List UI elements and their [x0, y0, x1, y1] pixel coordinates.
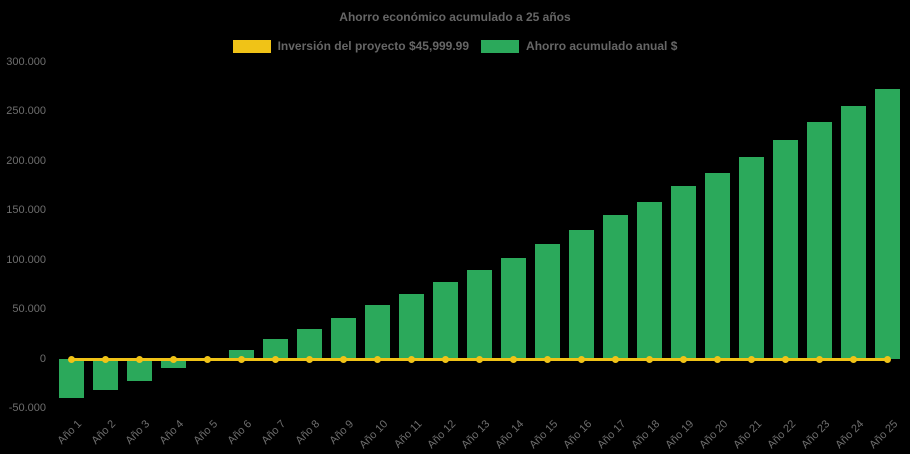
y-axis-tick-label: 250.000 [6, 105, 46, 118]
bar-año-24 [841, 105, 867, 359]
investment-point-marker [646, 356, 654, 364]
x-axis-tick-label: Año 4 [157, 418, 187, 447]
investment-point-marker [612, 356, 620, 364]
investment-point-marker [136, 356, 144, 364]
investment-point-marker [510, 356, 518, 364]
investment-point-marker [578, 356, 586, 364]
investment-point-marker [408, 356, 416, 364]
y-axis-tick-label: 100.000 [6, 253, 46, 266]
investment-point-marker [306, 356, 314, 364]
bar-año-15 [535, 244, 561, 359]
investment-point-marker [340, 356, 348, 364]
x-axis-tick-label: Año 11 [391, 418, 425, 451]
y-axis-tick-label: 150.000 [6, 204, 46, 217]
bar-año-10 [365, 305, 391, 359]
legend-swatch-savings-icon [481, 39, 520, 53]
bar-año-20 [705, 172, 731, 359]
x-axis-tick-label: Año 15 [527, 418, 561, 452]
investment-point-marker [102, 356, 110, 364]
x-axis-tick-label: Año 21 [731, 418, 765, 452]
bar-año-12 [433, 282, 459, 359]
legend-label-investment: Inversión del proyecto $45,999.99 [277, 39, 470, 53]
investment-point-marker [272, 356, 280, 364]
bar-año-14 [501, 258, 527, 359]
x-axis-tick-label: Año 10 [357, 418, 391, 452]
x-axis-tick-label: Año 20 [697, 418, 731, 452]
x-axis-tick-label: Año 14 [493, 418, 527, 452]
investment-point-marker [374, 356, 382, 364]
bar-año-4 [161, 358, 187, 368]
x-axis-tick-label: Año 19 [663, 418, 697, 452]
investment-point-marker [816, 356, 824, 364]
x-axis-tick-label: Año 22 [765, 418, 799, 452]
bar-año-23 [807, 121, 833, 359]
x-axis-tick-label: Año 25 [867, 418, 901, 452]
investment-point-marker [544, 356, 552, 364]
bar-año-21 [739, 157, 765, 359]
x-axis-tick-label: Año 3 [123, 418, 153, 447]
x-axis-tick-label: Año 2 [89, 418, 119, 447]
y-axis-tick-label: 0 [39, 352, 46, 365]
x-axis-tick-label: Año 23 [799, 418, 833, 452]
bar-año-6 [229, 349, 255, 359]
investment-point-marker [442, 356, 450, 364]
legend: Inversión del proyecto $45,999.99 Ahorro… [0, 39, 910, 53]
x-axis-tick-label: Año 13 [459, 418, 493, 452]
x-axis-tick-label: Año 1 [55, 418, 84, 447]
investment-point-marker [68, 356, 75, 364]
bar-año-22 [773, 139, 799, 359]
investment-point-marker [476, 356, 484, 364]
x-axis-tick-label: Año 17 [595, 418, 629, 452]
bar-año-7 [263, 339, 289, 359]
investment-point-marker [748, 356, 756, 364]
bar-año-25 [875, 89, 901, 359]
x-axis-tick-label: Año 8 [293, 418, 323, 447]
y-axis-tick-label: 50.000 [12, 303, 46, 316]
bar-año-11 [399, 293, 425, 359]
bar-año-13 [467, 269, 493, 359]
bar-año-9 [331, 318, 357, 359]
investment-point-marker [204, 356, 212, 364]
y-axis-tick-label: -50.000 [8, 402, 46, 415]
bar-año-1 [59, 358, 84, 399]
x-axis-tick-label: Año 5 [191, 418, 221, 447]
legend-swatch-investment-icon [232, 39, 271, 53]
x-axis-tick-label: Año 9 [327, 418, 357, 447]
bar-año-19 [671, 186, 697, 359]
x-axis-tick-label: Año 6 [225, 418, 255, 447]
investment-point-marker [782, 356, 790, 364]
x-axis-tick-label: Año 7 [259, 418, 289, 447]
x-axis-tick-label: Año 18 [629, 418, 663, 452]
legend-item-savings: Ahorro acumulado anual $ [481, 39, 677, 53]
x-axis-tick-label: Año 16 [561, 418, 595, 452]
chart-title: Ahorro económico acumulado a 25 años [339, 10, 571, 24]
investment-point-marker [680, 356, 688, 364]
investment-point-marker [714, 356, 722, 364]
y-axis-tick-label: 300.000 [6, 55, 46, 68]
x-axis-tick-label: Año 24 [833, 418, 867, 452]
bar-año-2 [93, 358, 119, 391]
legend-item-investment: Inversión del proyecto $45,999.99 [232, 39, 470, 53]
x-axis-tick-label: Año 12 [425, 418, 459, 452]
bar-año-17 [603, 215, 629, 359]
bar-año-18 [637, 202, 663, 359]
investment-point-marker [884, 356, 892, 364]
legend-label-savings: Ahorro acumulado anual $ [526, 39, 678, 53]
y-axis-tick-label: 200.000 [6, 154, 46, 167]
bar-año-16 [569, 229, 595, 359]
bar-año-8 [297, 328, 323, 359]
investment-point-marker [170, 356, 178, 364]
bar-año-3 [127, 358, 153, 381]
investment-point-marker [850, 356, 858, 364]
investment-point-marker [238, 356, 246, 364]
